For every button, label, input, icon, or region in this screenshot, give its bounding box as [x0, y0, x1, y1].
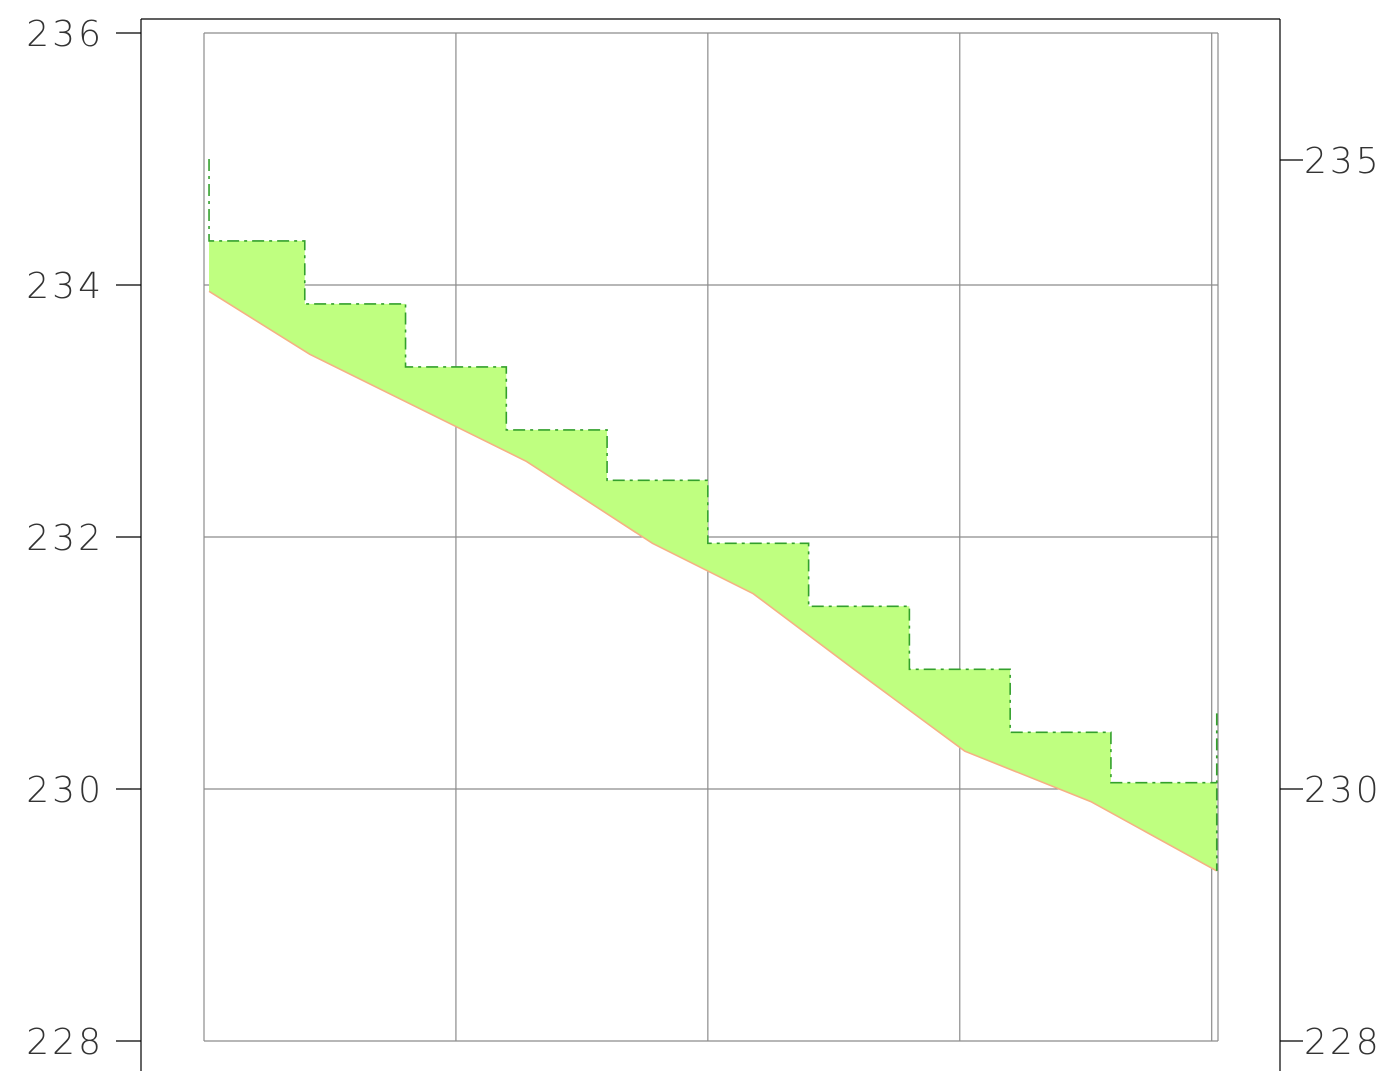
series-line-upper — [208, 159, 1217, 784]
right-tick-label: 235 — [1304, 141, 1381, 182]
right-tick-label: 230 — [1304, 770, 1381, 811]
axes: 236 234 232 230 228 235 230 228 — [26, 14, 1381, 1071]
left-tick-label: 232 — [26, 518, 104, 559]
left-tick-label: 228 — [26, 1022, 104, 1063]
right-tick-label: 228 — [1304, 1022, 1381, 1063]
plot-area — [203, 32, 1219, 1042]
series-line-lower — [208, 290, 1218, 872]
left-tick-label: 236 — [26, 14, 104, 55]
left-tick-label: 230 — [26, 770, 104, 811]
area-fill — [209, 159, 1217, 871]
left-tick-label: 234 — [26, 266, 104, 307]
